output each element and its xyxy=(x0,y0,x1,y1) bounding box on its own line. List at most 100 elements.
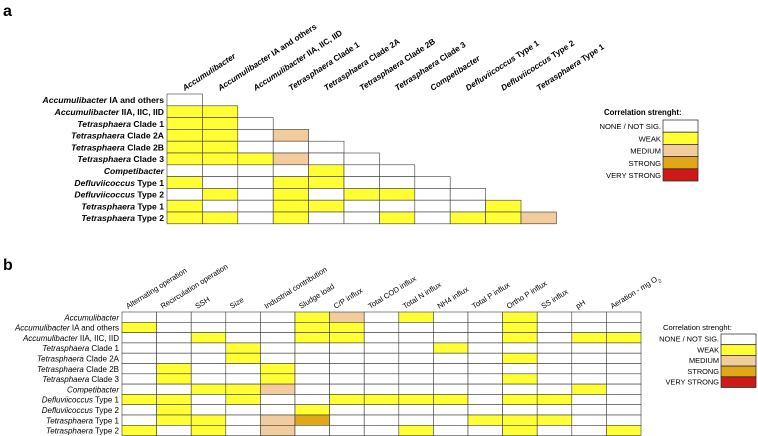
matrix-cell xyxy=(308,188,345,201)
matrix-cell xyxy=(294,394,330,405)
matrix-cell xyxy=(571,342,607,354)
panel-b-legend-swatch-medium xyxy=(720,355,757,367)
row-label: Tetrasphaera Clade 2A xyxy=(71,131,164,141)
matrix-cell xyxy=(272,199,309,213)
matrix-cell xyxy=(485,199,522,213)
matrix-cell xyxy=(260,332,296,344)
matrix-cell xyxy=(467,424,503,436)
panel-a-legend-label: WEAK xyxy=(639,134,661,143)
matrix-cell xyxy=(260,321,296,333)
matrix-cell xyxy=(329,321,365,333)
matrix-cell xyxy=(202,105,239,118)
panel-b-legend-label: WEAK xyxy=(697,345,719,354)
matrix-cell xyxy=(449,188,486,201)
matrix-cell xyxy=(502,321,538,333)
matrix-cell xyxy=(379,176,416,189)
matrix-cell xyxy=(190,311,227,323)
matrix-cell xyxy=(329,383,365,395)
row-label: Tetrasphaera Type 1 xyxy=(46,416,120,425)
matrix-cell xyxy=(225,332,261,344)
matrix-cell xyxy=(272,164,309,177)
matrix-cell xyxy=(536,394,573,405)
matrix-cell xyxy=(308,164,345,177)
matrix-cell xyxy=(237,140,274,154)
matrix-cell xyxy=(502,332,538,344)
row-label: Defluviicoccus Type 1 xyxy=(42,396,120,405)
matrix-cell xyxy=(272,188,309,201)
matrix-cell xyxy=(237,152,274,166)
matrix-cell xyxy=(433,321,469,333)
matrix-cell xyxy=(202,140,239,154)
matrix-cell xyxy=(398,332,434,344)
matrix-cell xyxy=(121,404,157,416)
matrix-cell xyxy=(467,394,503,405)
matrix-cell xyxy=(329,352,365,364)
row-label: Competibacter xyxy=(104,166,165,176)
panel-b-legend-label: VERY STRONG xyxy=(665,378,719,387)
matrix-cell xyxy=(467,383,503,395)
matrix-cell xyxy=(433,394,469,405)
matrix-cell xyxy=(190,394,227,405)
matrix-cell xyxy=(237,199,274,213)
matrix-cell xyxy=(190,332,227,344)
row-label: Tetrasphaera Type 1 xyxy=(81,201,164,211)
matrix-cell xyxy=(467,404,503,416)
matrix-cell xyxy=(329,311,365,323)
panel-a-legend-swatch-very-strong xyxy=(662,168,699,182)
matrix-cell xyxy=(433,311,469,323)
matrix-cell xyxy=(190,363,227,375)
matrix-cell xyxy=(571,394,607,405)
matrix-cell xyxy=(225,311,261,323)
matrix-cell xyxy=(225,414,261,426)
panel-a-legend-swatch-weak xyxy=(662,131,699,145)
matrix-cell xyxy=(536,332,573,344)
matrix-cell xyxy=(166,129,203,142)
matrix-cell xyxy=(294,404,330,416)
matrix-cell xyxy=(536,424,573,436)
matrix-cell xyxy=(202,152,239,166)
matrix-cell xyxy=(329,424,365,436)
matrix-cell xyxy=(571,373,607,385)
matrix-cell xyxy=(190,383,227,395)
matrix-cell xyxy=(272,129,309,142)
matrix-cell xyxy=(433,404,469,416)
panel-b-legend-swatch-very-strong xyxy=(720,376,757,388)
matrix-cell xyxy=(502,394,538,405)
panel-a-legend-label: VERY STRONG xyxy=(606,171,661,180)
matrix-cell xyxy=(190,424,227,436)
matrix-cell xyxy=(294,373,330,385)
matrix-cell xyxy=(398,311,434,323)
panel-a-legend-swatch-strong xyxy=(662,156,699,170)
matrix-cell xyxy=(467,332,503,344)
matrix-cell xyxy=(190,352,227,364)
column-label: Size xyxy=(228,295,245,310)
matrix-cell xyxy=(536,373,573,385)
matrix-cell xyxy=(363,332,400,344)
matrix-cell xyxy=(190,414,227,426)
matrix-cell xyxy=(166,140,203,154)
matrix-cell xyxy=(363,363,400,375)
matrix-cell xyxy=(606,311,642,323)
matrix-cell xyxy=(398,383,434,395)
matrix-cell xyxy=(343,176,380,189)
row-label: Accumulibacter IIA, IIC, IID xyxy=(22,334,119,343)
column-label: C/P influx xyxy=(332,286,364,311)
matrix-cell xyxy=(329,332,365,344)
matrix-cell xyxy=(606,394,642,405)
matrix-cell xyxy=(363,394,400,405)
matrix-cell xyxy=(272,211,309,225)
row-label: Accumulibacter IIA, IIC, IID xyxy=(54,107,164,117)
matrix-cell xyxy=(433,342,469,354)
matrix-cell xyxy=(166,105,203,118)
matrix-cell xyxy=(121,373,157,385)
matrix-cell xyxy=(502,363,538,375)
matrix-cell xyxy=(166,93,203,107)
matrix-cell xyxy=(202,164,239,177)
matrix-cell xyxy=(156,363,192,375)
matrix-cell xyxy=(606,373,642,385)
matrix-cell xyxy=(121,321,157,333)
panel-b-correlation-matrix: Accumulibacter Accumulibacter IA and othe… xyxy=(14,262,663,436)
matrix-cell xyxy=(294,311,330,323)
matrix-cell xyxy=(156,342,192,354)
